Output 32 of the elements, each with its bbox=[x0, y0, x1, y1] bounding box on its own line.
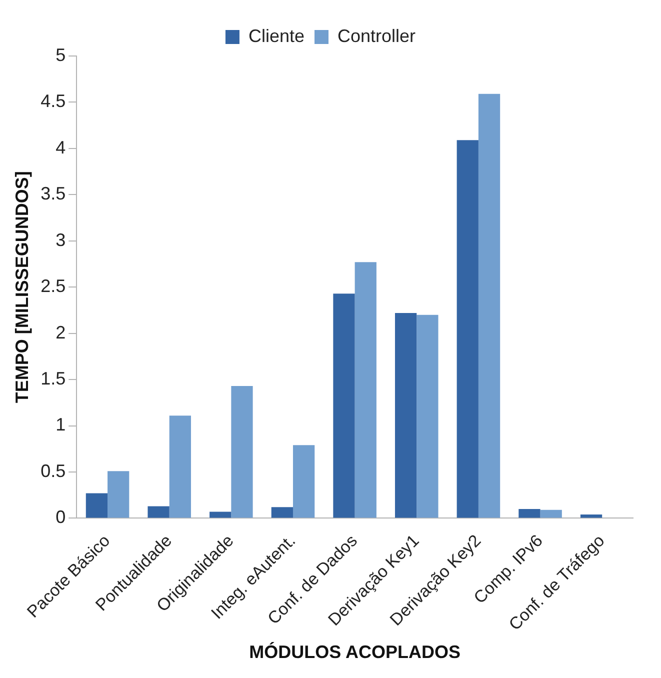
bar bbox=[231, 386, 253, 518]
y-tick-label: 1 bbox=[56, 414, 66, 435]
y-tick-label: 5 bbox=[56, 44, 66, 65]
bar bbox=[86, 493, 108, 518]
bar bbox=[354, 262, 376, 518]
bar bbox=[518, 508, 540, 518]
y-tick-label: 3 bbox=[56, 230, 66, 250]
bar bbox=[333, 294, 355, 518]
bar bbox=[271, 507, 293, 518]
bar bbox=[456, 140, 478, 518]
y-axis-title: TEMPO [MILISSEGUNDOS] bbox=[12, 171, 32, 404]
legend-label: Controller bbox=[338, 26, 416, 46]
bar bbox=[478, 94, 500, 518]
y-tick-label: 4 bbox=[56, 137, 66, 158]
bar bbox=[292, 445, 315, 518]
bar bbox=[210, 512, 232, 518]
y-tick-label: 1.5 bbox=[40, 368, 66, 389]
y-tick-label: 2 bbox=[56, 322, 66, 342]
bar bbox=[108, 471, 130, 518]
bar bbox=[148, 506, 170, 518]
legend-label: Cliente bbox=[248, 26, 304, 46]
bar bbox=[169, 416, 191, 518]
bar bbox=[580, 514, 602, 518]
y-tick-label: 3.5 bbox=[40, 184, 66, 204]
x-axis-title: MÓDULOS ACOPLADOS bbox=[249, 642, 460, 662]
y-tick-label: 0 bbox=[56, 507, 66, 528]
y-tick-label: 4.5 bbox=[40, 91, 66, 112]
bar bbox=[394, 312, 417, 518]
y-tick-label: 0.5 bbox=[40, 460, 66, 481]
y-tick-label: 2.5 bbox=[40, 276, 66, 296]
bar bbox=[416, 314, 438, 518]
bar bbox=[540, 510, 562, 518]
